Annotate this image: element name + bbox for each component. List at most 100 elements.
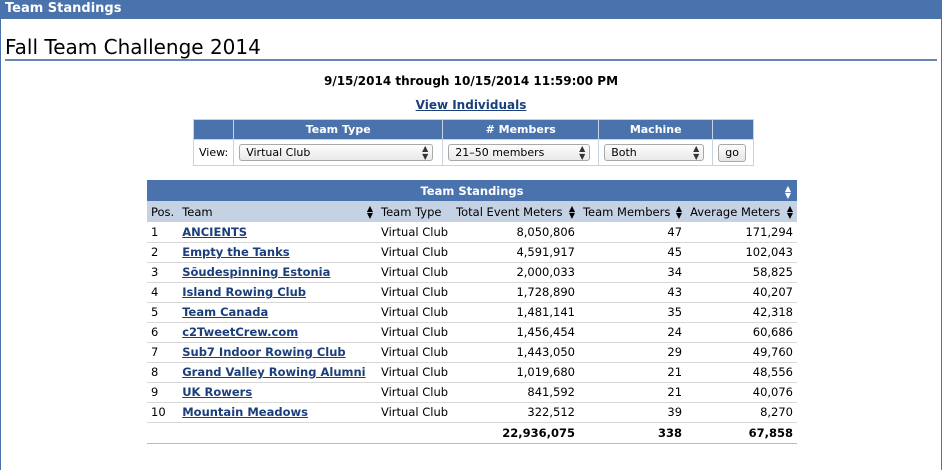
cell-average-meters: 42,318 (686, 302, 797, 323)
col-average-meters[interactable]: Average Meters ▲ ▼ (686, 201, 797, 222)
cell-team-type: Virtual Club (377, 382, 453, 403)
members-select[interactable]: 21–50 members ▲ ▼ (448, 143, 591, 161)
team-type-header: Team Type (233, 119, 444, 140)
table-row: 7 Sub7 Indoor Rowing Club Virtual Club 1,44… (147, 342, 797, 363)
date-range: 9/15/2014 through 10/15/2014 11:59:00 PM (323, 74, 619, 88)
cell-average-meters: 49,760 (686, 342, 797, 363)
col-team-members[interactable]: Team Members ▲ ▼ (578, 201, 687, 222)
cell-total-meters: 2,000,033 (452, 262, 579, 283)
machine-select[interactable]: Both ▲ ▼ (604, 143, 705, 161)
cell-team-members: 45 (578, 242, 687, 263)
col-pos: Pos. (147, 201, 179, 222)
standings-body: 1 ANCIENTS Virtual Club 8,050,806 47 171,294 2… (147, 222, 797, 423)
col-total-meters[interactable]: Total Event Meters ▲ ▼ (452, 201, 579, 222)
sort-arrows-icon: ▲ ▼ (366, 203, 373, 220)
cell-pos: 7 (147, 342, 179, 363)
standings-caption-text: Team Standings (420, 183, 524, 198)
team-type-select[interactable]: Virtual Club ▲ ▼ (239, 144, 434, 161)
sort-arrows-icon: ▲ ▼ (675, 203, 683, 220)
table-row: 5 Team Canada Virtual Club 1,481,141 35 42,31… (147, 302, 797, 323)
team-link[interactable]: ANCIENTS (182, 224, 248, 239)
total-average: 67,858 (686, 422, 797, 444)
cell-team-members: 21 (578, 362, 687, 383)
select-arrows-icon: ▲ ▼ (579, 143, 586, 161)
view-individuals-link[interactable]: View Individuals (415, 98, 527, 112)
select-arrows-icon: ▲ ▼ (693, 143, 700, 161)
table-row: 10 Mountain Meadows Virtual Club 322,512 39 8… (147, 402, 797, 423)
cell-team-type: Virtual Club (377, 242, 453, 263)
team-link[interactable]: Empty the Tanks (182, 245, 290, 259)
cell-average-meters: 40,076 (686, 382, 797, 403)
sort-arrows-icon: ▲ ▼ (568, 203, 575, 220)
cell-team-type: Virtual Club (377, 282, 453, 303)
cell-team-type: Virtual Club (377, 342, 453, 363)
cell-team-type: Virtual Club (377, 262, 453, 283)
cell-pos: 1 (147, 222, 179, 243)
team-type-value: Virtual Club (246, 146, 311, 159)
cell-total-meters: 1,443,050 (452, 342, 579, 363)
view-individuals-link-wrap: View Individuals (1, 98, 941, 112)
cell-team-members: 43 (578, 282, 687, 303)
go-button[interactable]: go (718, 143, 746, 162)
cell-team-members: 47 (578, 222, 687, 243)
members-value: 21–50 members (455, 146, 545, 159)
cell-pos: 5 (147, 302, 179, 323)
machine-value: Both (611, 146, 637, 159)
cell-pos: 2 (147, 242, 179, 263)
filter-table: Team Type # Members Machine View: Virtua… (192, 119, 755, 166)
team-link[interactable]: Sõudespinning Estonia (182, 265, 331, 279)
cell-total-meters: 4,591,917 (452, 242, 579, 263)
machine-header: Machine (598, 119, 714, 140)
cell-team-type: Virtual Club (377, 222, 453, 243)
table-row: 6 c2TweetCrew.com Virtual Club 1,456,454 24 6… (147, 322, 797, 343)
table-row: 2 Empty the Tanks Virtual Club 4,591,917 45 1… (147, 242, 797, 263)
team-link[interactable]: Island Rowing Club (182, 285, 307, 299)
cell-average-meters: 48,556 (686, 362, 797, 383)
sort-arrows-icon[interactable]: ▲ ▼ (784, 184, 791, 200)
cell-pos: 6 (147, 322, 179, 343)
cell-team-type: Virtual Club (377, 402, 453, 423)
sort-arrows-icon: ▲ ▼ (786, 203, 793, 220)
table-row: 4 Island Rowing Club Virtual Club 1,728,890… (147, 282, 797, 303)
col-team[interactable]: Team ▲ ▼ (178, 201, 377, 222)
cell-total-meters: 1,456,454 (452, 322, 579, 343)
team-link[interactable]: c2TweetCrew.com (182, 325, 299, 339)
standings-table: Team Standings ▲ ▼ Pos. Team ▲ ▼ Team Type … (147, 180, 797, 444)
cell-team-members: 39 (578, 402, 687, 423)
cell-team-type: Virtual Club (377, 322, 453, 343)
title-divider (5, 59, 937, 61)
cell-pos: 8 (147, 362, 179, 383)
view-label: View: (192, 139, 235, 166)
table-row: 8 Grand Valley Rowing Alumni Virtual Club 1… (147, 362, 797, 383)
cell-team-members: 24 (578, 322, 687, 343)
team-link[interactable]: Team Canada (182, 305, 269, 319)
filter-corner (192, 119, 235, 140)
go-header (712, 119, 755, 140)
table-row: 1 ANCIENTS Virtual Club 8,050,806 47 171,294 (147, 222, 797, 243)
team-link[interactable]: Mountain Meadows (182, 405, 308, 419)
header-bar: Team Standings (1, 0, 941, 19)
cell-team-members: 29 (578, 342, 687, 363)
cell-average-meters: 8,270 (686, 402, 797, 423)
cell-team-type: Virtual Club (377, 362, 453, 383)
totals-row: 22,936,075 338 67,858 (147, 422, 797, 444)
cell-total-meters: 322,512 (452, 402, 579, 423)
table-row: 3 Sõudespinning Estonia Virtual Club 2,000,… (147, 262, 797, 283)
cell-pos: 3 (147, 262, 179, 283)
cell-average-meters: 102,043 (686, 242, 797, 263)
cell-team-members: 21 (578, 382, 687, 403)
cell-average-meters: 171,294 (686, 222, 797, 243)
team-link[interactable]: Grand Valley Rowing Alumni (182, 365, 366, 379)
cell-average-meters: 40,207 (686, 282, 797, 303)
standings-caption: Team Standings ▲ ▼ (147, 180, 797, 201)
cell-average-meters: 58,825 (686, 262, 797, 283)
table-row: 9 UK Rowers Virtual Club 841,592 21 40,076 (147, 382, 797, 403)
team-link[interactable]: UK Rowers (182, 385, 253, 399)
team-link[interactable]: Sub7 Indoor Rowing Club (182, 345, 346, 359)
cell-pos: 10 (147, 402, 179, 423)
cell-average-meters: 60,686 (686, 322, 797, 343)
cell-total-meters: 1,019,680 (452, 362, 579, 383)
members-header: # Members (442, 119, 600, 140)
cell-pos: 9 (147, 382, 179, 403)
